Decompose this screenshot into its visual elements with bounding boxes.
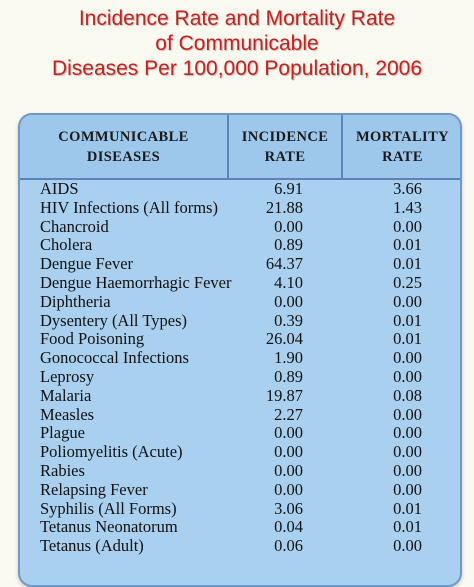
disease-cell: Tetanus Neonatorum bbox=[40, 517, 178, 537]
page-title: Incidence Rate and Mortality Rate of Com… bbox=[0, 6, 474, 81]
table-row: Food Poisoning 26.04 0.01 bbox=[20, 330, 460, 349]
incidence-rate-cell: 0.00 bbox=[274, 423, 303, 443]
header-mortality-line-2: RATE bbox=[382, 148, 423, 165]
table-row: Gonococcal Infections 1.90 0.00 bbox=[20, 348, 460, 368]
table-body: AIDS 6.91 3.66 HIV Infections (All forms) 21… bbox=[20, 179, 460, 556]
table-row: Tetanus Neonatorum 0.04 0.01 bbox=[20, 518, 460, 537]
mortality-rate-cell: 1.43 bbox=[393, 197, 422, 217]
data-table: COMMUNICABLE DISEASES INCIDENCE RATE MOR… bbox=[18, 113, 462, 587]
incidence-rate-cell: 19.87 bbox=[265, 385, 303, 405]
mortality-rate-cell: 0.00 bbox=[393, 216, 422, 236]
incidence-rate-cell: 0.00 bbox=[274, 479, 303, 499]
mortality-rate-cell: 0.00 bbox=[393, 536, 422, 556]
disease-cell: Leprosy bbox=[40, 366, 95, 386]
incidence-rate-cell: 0.06 bbox=[274, 536, 303, 556]
mortality-rate-cell: 0.01 bbox=[393, 310, 422, 330]
table-row: Dengue Fever 64.37 0.01 bbox=[20, 254, 460, 274]
mortality-rate-cell: 0.01 bbox=[393, 498, 422, 518]
header-incidence-line-2: RATE bbox=[264, 148, 306, 165]
title-line-2: of Communicable bbox=[155, 32, 319, 55]
disease-cell: Syphilis (All Forms) bbox=[40, 498, 177, 518]
mortality-rate-cell: 0.00 bbox=[393, 442, 422, 462]
incidence-rate-cell: 1.90 bbox=[274, 348, 303, 368]
header-incidence-line-1: INCIDENCE bbox=[241, 128, 329, 145]
mortality-rate-cell: 0.00 bbox=[393, 404, 422, 424]
disease-cell: Measles bbox=[40, 404, 95, 424]
header-incidence-rate: INCIDENCE RATE bbox=[227, 115, 341, 178]
disease-cell: Cholera bbox=[40, 235, 93, 255]
disease-cell: Chancroid bbox=[40, 216, 109, 236]
incidence-rate-cell: 2.27 bbox=[274, 404, 303, 424]
disease-cell: Dengue Fever bbox=[40, 254, 134, 274]
incidence-rate-cell: 0.04 bbox=[274, 517, 303, 537]
header-diseases-line-2: DISEASES bbox=[86, 148, 161, 165]
title-line-1: Incidence Rate and Mortality Rate bbox=[78, 7, 396, 30]
table-row: Relapsing Fever 0.00 0.00 bbox=[20, 479, 460, 500]
incidence-rate-cell: 21.88 bbox=[265, 197, 303, 217]
incidence-rate-cell: 0.89 bbox=[274, 235, 303, 255]
disease-cell: AIDS bbox=[40, 179, 79, 198]
mortality-rate-cell: 0.00 bbox=[393, 479, 422, 499]
disease-cell: Food Poisoning bbox=[40, 329, 145, 349]
table-row: Diphtheria 0.00 0.00 bbox=[20, 291, 460, 312]
table-row: Malaria 19.87 0.08 bbox=[20, 385, 460, 406]
table-row: Leprosy 0.89 0.00 bbox=[20, 366, 460, 387]
mortality-rate-cell: 3.66 bbox=[393, 179, 422, 198]
disease-cell: Rabies bbox=[40, 460, 85, 480]
table-row: Poliomyelitis (Acute) 0.00 0.00 bbox=[20, 442, 460, 462]
header-diseases: COMMUNICABLE DISEASES bbox=[20, 115, 227, 178]
incidence-rate-cell: 0.00 bbox=[274, 216, 303, 236]
incidence-rate-cell: 64.37 bbox=[265, 254, 303, 274]
mortality-rate-cell: 0.01 bbox=[393, 329, 422, 349]
header-mortality-rate: MORTALITY RATE bbox=[341, 115, 460, 178]
mortality-rate-cell: 0.00 bbox=[393, 366, 422, 386]
disease-cell: Tetanus (Adult) bbox=[40, 536, 144, 556]
mortality-rate-cell: 0.00 bbox=[393, 423, 422, 443]
mortality-rate-cell: 0.08 bbox=[393, 385, 422, 405]
table-row: AIDS 6.91 3.66 bbox=[20, 179, 460, 199]
table-row: HIV Infections (All forms) 21.88 1.43 bbox=[20, 197, 460, 218]
incidence-rate-cell: 0.00 bbox=[274, 291, 303, 311]
table-row: Dengue Haemorrhagic Fever 4.10 0.25 bbox=[20, 272, 460, 293]
table-row: Measles 2.27 0.00 bbox=[20, 404, 460, 425]
header-diseases-line-1: COMMUNICABLE bbox=[58, 128, 189, 145]
title-line-3: Diseases Per 100,000 Population, 2006 bbox=[51, 57, 423, 80]
disease-cell: Diphtheria bbox=[40, 291, 111, 311]
disease-cell: Dysentery (All Types) bbox=[40, 310, 188, 330]
incidence-rate-cell: 6.91 bbox=[274, 179, 303, 198]
table-row: Cholera 0.89 0.01 bbox=[20, 236, 460, 255]
disease-cell: Gonococcal Infections bbox=[40, 348, 189, 368]
mortality-rate-cell: 0.00 bbox=[393, 460, 422, 480]
table-header: COMMUNICABLE DISEASES INCIDENCE RATE MOR… bbox=[20, 115, 460, 180]
table-row: Tetanus (Adult) 0.06 0.00 bbox=[20, 536, 460, 556]
disease-cell: Plague bbox=[40, 423, 85, 443]
table-row: Rabies 0.00 0.00 bbox=[20, 460, 460, 481]
table-row: Dysentery (All Types) 0.39 0.01 bbox=[20, 310, 460, 331]
header-mortality-line-1: MORTALITY bbox=[355, 128, 450, 145]
mortality-rate-cell: 0.00 bbox=[393, 291, 422, 311]
mortality-rate-cell: 0.01 bbox=[393, 517, 422, 537]
mortality-rate-cell: 0.00 bbox=[393, 348, 422, 368]
disease-cell: Poliomyelitis (Acute) bbox=[40, 442, 183, 462]
table-row: Plague 0.00 0.00 bbox=[20, 424, 460, 443]
incidence-rate-cell: 0.89 bbox=[274, 366, 303, 386]
disease-cell: Relapsing Fever bbox=[40, 479, 148, 499]
disease-cell: HIV Infections (All forms) bbox=[40, 197, 218, 217]
incidence-rate-cell: 0.39 bbox=[274, 310, 303, 330]
disease-cell: Dengue Haemorrhagic Fever bbox=[40, 272, 232, 292]
table-row: Chancroid 0.00 0.00 bbox=[20, 216, 460, 237]
disease-cell: Malaria bbox=[40, 385, 92, 405]
incidence-rate-cell: 0.00 bbox=[274, 460, 303, 480]
incidence-rate-cell: 4.10 bbox=[274, 272, 303, 292]
incidence-rate-cell: 26.04 bbox=[265, 329, 303, 349]
table-row: Syphilis (All Forms) 3.06 0.01 bbox=[20, 498, 460, 519]
incidence-rate-cell: 3.06 bbox=[274, 498, 303, 518]
mortality-rate-cell: 0.01 bbox=[393, 254, 422, 274]
mortality-rate-cell: 0.01 bbox=[393, 235, 422, 255]
incidence-rate-cell: 0.00 bbox=[274, 442, 303, 462]
mortality-rate-cell: 0.25 bbox=[393, 272, 422, 292]
